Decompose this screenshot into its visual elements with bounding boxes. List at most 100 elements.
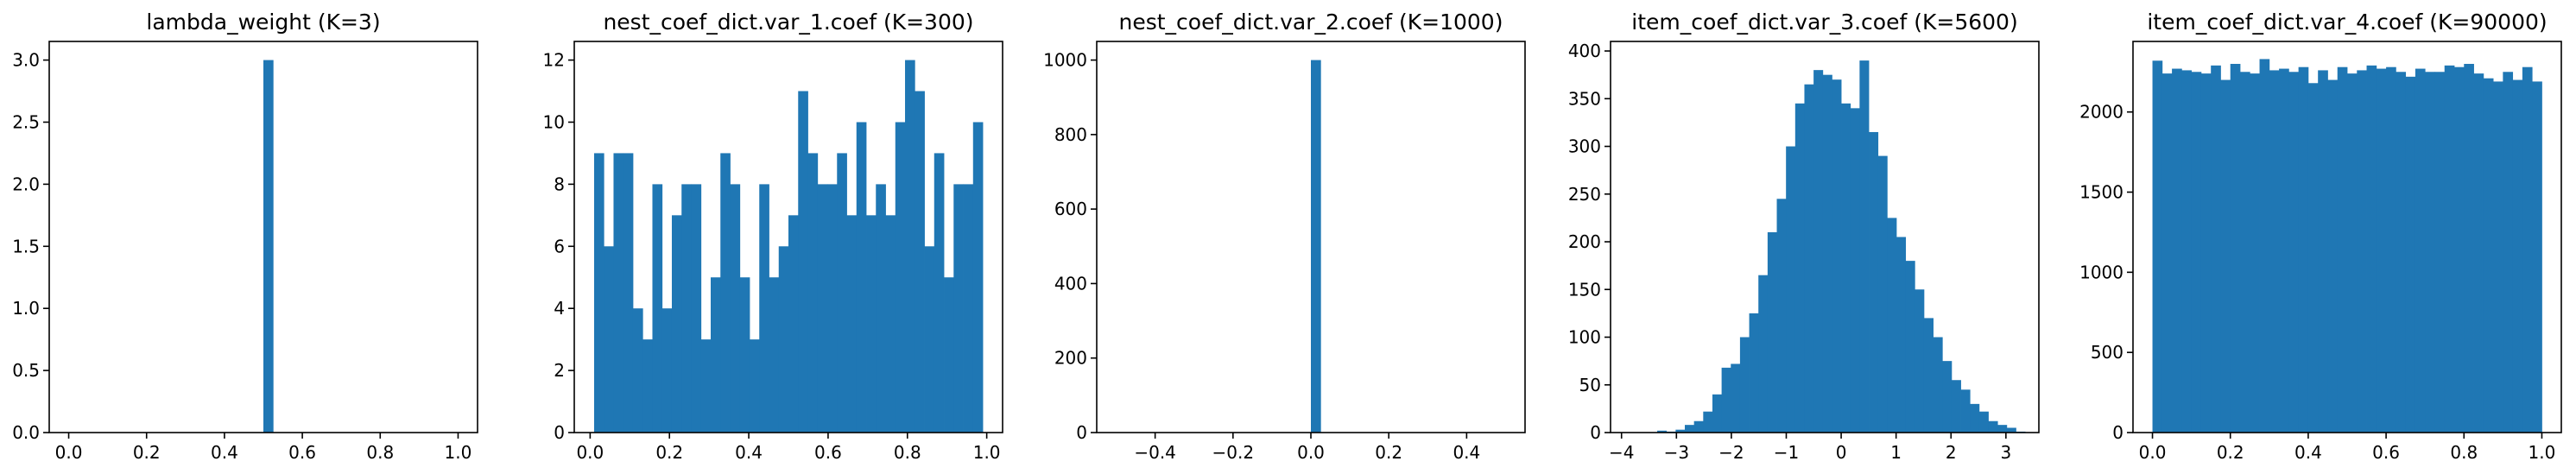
bar — [2483, 78, 2494, 433]
x-tick-label: 1 — [1890, 442, 1902, 463]
panel-title: lambda_weight (K=3) — [146, 9, 380, 35]
panel-title: nest_coef_dict.var_2.coef (K=1000) — [1119, 9, 1503, 35]
bar — [749, 339, 760, 433]
bar — [2454, 66, 2465, 433]
bar — [2250, 73, 2260, 433]
bar — [2259, 59, 2270, 433]
x-tick-label: 0.6 — [288, 442, 316, 463]
bar — [2200, 73, 2212, 433]
panel-title: item_coef_dict.var_3.coef (K=5600) — [1631, 9, 2017, 35]
y-tick-label: 400 — [1568, 41, 1601, 61]
bar — [642, 339, 653, 433]
bar — [895, 122, 906, 433]
bar — [1767, 231, 1777, 433]
axes-frame — [573, 41, 1003, 433]
bar — [1869, 131, 1879, 433]
bar — [953, 184, 964, 433]
histogram-panel: −0.4 −0.2 0.0 0.2 0.4 0 200 400 600 800 1000 nest_c… — [1043, 9, 1526, 463]
bar — [2298, 66, 2309, 433]
bar — [972, 122, 984, 433]
bar — [2279, 68, 2289, 433]
bar — [1915, 289, 1925, 433]
y-tick-label: 2.5 — [12, 111, 40, 132]
bar — [2327, 79, 2339, 433]
y-tick-label: 1.5 — [12, 236, 40, 256]
bar — [1657, 430, 1668, 433]
bar — [2376, 68, 2387, 433]
x-tick-label: −3 — [1664, 442, 1689, 463]
x-tick-label: 1.0 — [2529, 442, 2556, 463]
bar — [700, 339, 712, 433]
bar — [604, 246, 614, 433]
bar — [2464, 63, 2474, 433]
bar — [2444, 65, 2455, 433]
bar — [263, 60, 274, 433]
histogram-panel: 0.0 0.2 0.4 0.6 0.8 1.0 0 500 1000 1500 2000 item_c… — [2079, 9, 2562, 463]
bar — [1703, 411, 1713, 433]
bar — [1731, 363, 1741, 433]
bar — [2473, 73, 2484, 433]
x-tick-label: 0.6 — [814, 442, 842, 463]
histogram-panel: 0.0 0.2 0.4 0.6 0.8 1.0 0 2 4 6 8 10 12 nest_coef_dic… — [543, 9, 1003, 463]
x-tick-label: 0.4 — [211, 442, 238, 463]
bar — [623, 153, 634, 433]
bar — [1988, 420, 1998, 433]
bar — [934, 153, 945, 433]
y-tick-label: 1000 — [1043, 50, 1087, 71]
bar — [671, 215, 682, 433]
bar — [1905, 261, 1915, 433]
bar — [944, 277, 954, 433]
panel-title: item_coef_dict.var_4.coef (K=90000) — [2147, 9, 2547, 35]
y-tick-label: 8 — [554, 174, 565, 194]
bar — [924, 246, 935, 433]
y-tick-label: 2 — [554, 360, 565, 381]
bar — [1675, 429, 1686, 433]
y-tick-label: 0 — [2112, 422, 2123, 443]
y-tick-label: 0.0 — [12, 422, 40, 443]
y-tick-label: 250 — [1568, 184, 1601, 205]
bar — [2522, 66, 2533, 433]
x-tick-label: 0.0 — [55, 442, 83, 463]
x-tick-label: 0.2 — [2217, 442, 2244, 463]
bar — [1786, 146, 1796, 433]
x-tick-label: 0.8 — [366, 442, 394, 463]
histogram-panel: 0.0 0.2 0.4 0.6 0.8 1.0 0.0 0.5 1.0 1.5 2.0 2.5 3.0 l… — [12, 9, 478, 463]
y-tick-label: 1000 — [2079, 262, 2123, 282]
x-tick-label: 0.4 — [2294, 442, 2322, 463]
y-tick-label: 150 — [1568, 279, 1601, 300]
y-tick-label: 4 — [554, 298, 565, 319]
bar — [1693, 420, 1704, 433]
bar — [1877, 155, 1888, 433]
x-tick-label: −1 — [1774, 442, 1799, 463]
bar — [2366, 65, 2377, 433]
bar — [730, 184, 741, 433]
x-tick-label: 0.4 — [1453, 442, 1480, 463]
x-tick-label: 2 — [1946, 442, 1957, 463]
y-tick-label: 400 — [1054, 273, 1087, 294]
bar — [1896, 237, 1907, 433]
bar — [2425, 72, 2435, 433]
bar — [1685, 425, 1695, 433]
bar — [2152, 60, 2163, 433]
bar — [1933, 337, 1943, 433]
bar — [817, 184, 828, 433]
bar — [769, 277, 780, 433]
bar — [1813, 70, 1824, 433]
x-tick-label: 1.0 — [445, 442, 472, 463]
bar — [1311, 60, 1321, 433]
y-tick-label: 10 — [543, 111, 565, 132]
y-tick-label: 200 — [1054, 348, 1087, 369]
bar — [1850, 108, 1860, 433]
bar — [1758, 275, 1769, 433]
x-tick-label: 0.8 — [2450, 442, 2478, 463]
bar — [1749, 313, 1759, 433]
bar — [2211, 65, 2221, 433]
x-tick-label: 0.0 — [1297, 442, 1325, 463]
bar — [846, 215, 858, 433]
bar — [2532, 81, 2542, 433]
bar — [2386, 66, 2396, 433]
x-tick-label: 0.8 — [894, 442, 921, 463]
bar — [856, 122, 867, 433]
bar — [2503, 72, 2514, 433]
x-tick-label: 3 — [2000, 442, 2011, 463]
